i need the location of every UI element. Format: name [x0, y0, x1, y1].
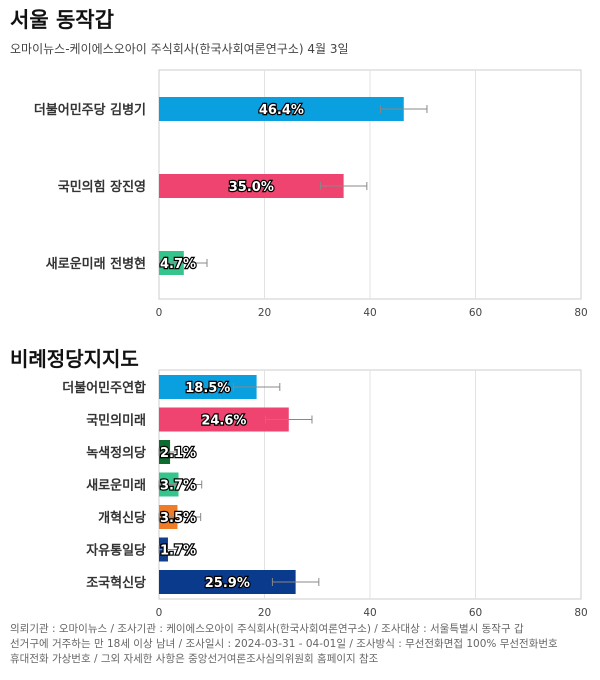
- x-tick-label: 20: [258, 607, 271, 619]
- x-tick-label: 40: [363, 307, 376, 319]
- category-label: 더불어민주당 김병기: [34, 102, 146, 118]
- category-label: 자유통일당: [86, 543, 146, 559]
- data-label: 4.7%: [160, 257, 196, 272]
- party-support-chart: 0 20 40 60 80 더불어민주연합 18.5% 국민의미래 24.6% 녹색정의당 2.1%…: [62, 369, 588, 619]
- category-label: 개혁신당: [98, 510, 146, 526]
- bar: [159, 174, 344, 198]
- x-tick-label: 0: [156, 307, 163, 319]
- category-label: 새로운미래 전병현: [46, 256, 146, 272]
- category-label: 국민의미래: [86, 413, 146, 429]
- data-label: 3.5%: [160, 511, 196, 526]
- category-label: 더불어민주연합: [62, 380, 146, 396]
- category-label: 국민의힘 장진영: [58, 179, 146, 195]
- x-tick-label: 80: [574, 607, 587, 619]
- page-subtitle: 오마이뉴스-케이에스오아이 주식회사(한국사회여론연구소) 4월 3일: [10, 42, 349, 56]
- data-label: 35.0%: [229, 180, 274, 195]
- data-label: 2.1%: [160, 446, 196, 461]
- survey-footnote: 의뢰기관 : 오마이뉴스 / 조사기관 : 케이에스오아이 주식회사(한국사회여…: [10, 622, 595, 667]
- candidate-support-chart: 0 20 40 60 80 더불어민주당 김병기 46.4% 국민의힘 장진영 35.0% 새로운…: [34, 69, 588, 319]
- x-tick-label: 80: [574, 307, 587, 319]
- x-tick-label: 60: [469, 607, 482, 619]
- data-label: 1.7%: [160, 544, 196, 559]
- category-label: 녹색정의당: [86, 445, 146, 461]
- data-label: 25.9%: [205, 576, 250, 591]
- data-label: 24.6%: [201, 414, 246, 429]
- page-title: 서울 동작갑: [10, 8, 114, 32]
- data-label: 18.5%: [185, 381, 230, 396]
- x-tick-label: 60: [469, 307, 482, 319]
- bar: [159, 97, 404, 121]
- data-label: 3.7%: [160, 479, 196, 494]
- footnote-line: 의뢰기관 : 오마이뉴스 / 조사기관 : 케이에스오아이 주식회사(한국사회여…: [10, 623, 524, 635]
- footnote-line: 선거구에 거주하는 만 18세 이상 남녀 / 조사일시 : 2024-03-3…: [10, 638, 558, 650]
- category-label: 새로운미래: [86, 478, 146, 494]
- x-tick-label: 40: [363, 607, 376, 619]
- footnote-line: 휴대전화 가상번호 / 그외 자세한 사항은 중앙선거여론조사심의위원회 홈페이…: [10, 653, 379, 665]
- data-label: 46.4%: [259, 103, 304, 118]
- category-label: 조국혁신당: [86, 575, 146, 591]
- x-tick-label: 0: [156, 607, 163, 619]
- party-support-title: 비례정당지지도: [10, 347, 139, 371]
- x-tick-label: 20: [258, 307, 271, 319]
